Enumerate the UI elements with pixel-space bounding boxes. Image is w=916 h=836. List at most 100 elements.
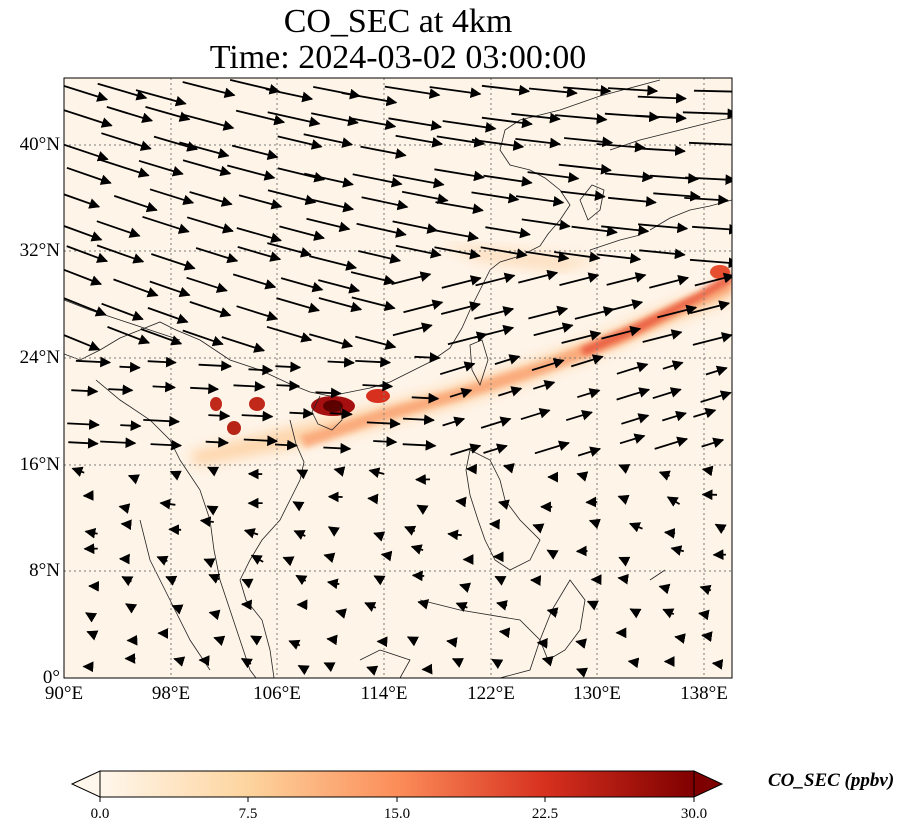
wind-vector xyxy=(182,159,232,177)
wind-vector xyxy=(658,583,671,595)
wind-vector xyxy=(121,576,134,587)
wind-vector xyxy=(392,322,433,337)
wind-vector xyxy=(662,360,684,371)
wind-vector xyxy=(159,498,176,510)
wind-vector xyxy=(511,112,561,124)
lat-tick-8n: 8°N xyxy=(29,560,60,581)
wind-vector xyxy=(295,574,308,586)
wind-vector xyxy=(601,325,642,340)
wind-vector xyxy=(250,635,263,646)
wind-vector xyxy=(700,390,732,403)
wind-vector xyxy=(327,356,355,368)
wind-vector xyxy=(601,224,650,236)
wind-vector xyxy=(113,278,159,298)
wind-vector xyxy=(66,245,109,263)
wind-vector xyxy=(402,439,437,451)
wind-vector xyxy=(618,464,631,474)
wind-vector xyxy=(446,637,458,648)
wind-vector xyxy=(140,328,183,346)
wind-vector xyxy=(619,433,646,445)
wind-vector xyxy=(430,228,479,242)
wind-vector xyxy=(356,222,407,238)
wind-vector xyxy=(494,575,507,586)
wind-vector xyxy=(662,608,675,619)
wind-vector xyxy=(64,143,109,162)
wind-vector xyxy=(182,329,224,347)
lon-tick-138e: 138°E xyxy=(680,683,728,704)
wind-vector xyxy=(429,86,482,99)
wind-vector xyxy=(99,158,150,178)
wind-vector xyxy=(627,657,640,669)
wind-vector xyxy=(494,354,521,365)
wind-vector xyxy=(561,330,602,344)
wind-vector xyxy=(392,174,445,189)
wind-vector xyxy=(238,194,283,210)
wind-vector xyxy=(288,639,301,650)
wind-vector xyxy=(564,136,614,148)
wind-vector xyxy=(208,410,231,422)
wind-vector xyxy=(119,361,141,373)
lat-tick-40n: 40°N xyxy=(19,134,60,155)
wind-vector xyxy=(68,437,99,449)
wind-vector xyxy=(138,159,184,177)
wind-vector xyxy=(309,333,354,349)
wind-vector xyxy=(66,166,112,185)
wind-vector xyxy=(597,252,642,264)
wind-vector xyxy=(151,253,196,271)
lat-tick-0: 0° xyxy=(42,667,60,688)
wind-vector xyxy=(169,470,182,481)
wind-vector xyxy=(143,415,180,427)
wind-vector xyxy=(85,612,98,623)
wind-vector xyxy=(515,137,561,149)
wind-vector xyxy=(293,530,306,540)
wind-vector xyxy=(533,322,574,337)
wind-vector xyxy=(186,276,228,293)
wind-vector xyxy=(662,410,687,422)
lon-tick-106e: 106°E xyxy=(253,683,301,704)
colorbar-gradient xyxy=(99,770,695,798)
wind-vector xyxy=(149,280,191,298)
wind-vector xyxy=(296,469,309,480)
wind-vector xyxy=(64,334,101,351)
wind-vector xyxy=(71,466,85,477)
wind-vector xyxy=(318,279,361,294)
wind-vector xyxy=(414,352,441,363)
wind-vector xyxy=(558,163,612,175)
wind-vector xyxy=(541,655,554,667)
wind-vector xyxy=(666,496,681,507)
wind-vector xyxy=(637,92,687,104)
wind-vector xyxy=(496,600,508,611)
wind-vector xyxy=(113,195,158,213)
wind-vector xyxy=(474,324,515,339)
wind-vector xyxy=(135,89,187,107)
wind-vector xyxy=(698,609,710,621)
wind-vector xyxy=(440,301,481,315)
wind-vector xyxy=(571,225,618,237)
wind-vector xyxy=(205,436,230,448)
wind-vector xyxy=(127,474,140,485)
wind-vector xyxy=(525,251,570,263)
wind-vector xyxy=(491,658,504,670)
wind-vector xyxy=(267,242,312,258)
wind-vector xyxy=(576,471,589,482)
wind-vector xyxy=(533,380,556,391)
wind-vector xyxy=(120,420,142,432)
colorbar xyxy=(70,770,724,802)
colorbar-max-extend xyxy=(693,770,724,798)
wind-vector xyxy=(693,407,717,419)
wind-vector xyxy=(373,575,386,586)
wind-vector xyxy=(617,494,630,505)
wind-vector xyxy=(96,244,145,264)
wind-vector xyxy=(699,584,712,596)
wind-vector xyxy=(575,638,587,649)
lon-tick-130e: 130°E xyxy=(573,683,621,704)
wind-vector xyxy=(311,112,359,127)
wind-vector xyxy=(588,518,601,529)
wind-vector xyxy=(84,527,98,539)
wind-vector xyxy=(555,113,608,125)
wind-vector xyxy=(182,81,236,99)
wind-vector xyxy=(663,527,676,539)
wind-vector xyxy=(326,634,338,646)
lon-tick-90e: 90°E xyxy=(44,683,84,704)
wind-vector xyxy=(318,297,363,313)
